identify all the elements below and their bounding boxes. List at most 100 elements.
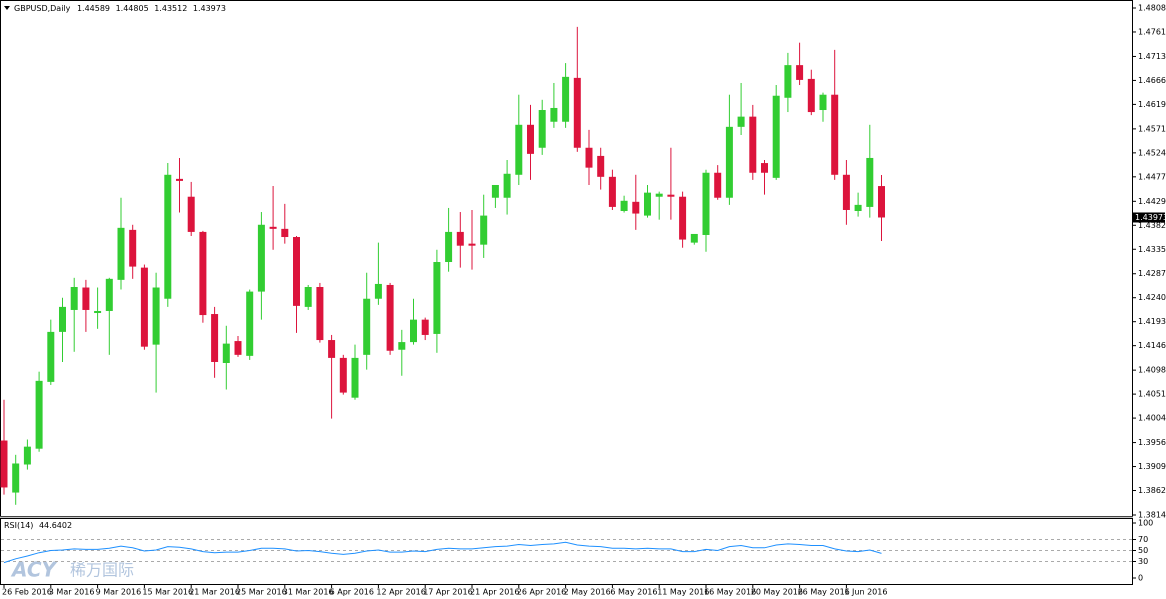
y-tick-label: 1.45240: [1138, 148, 1166, 157]
candle-body: [702, 172, 710, 235]
candle-body: [23, 446, 31, 465]
x-tick-label: 25 Mar 2016: [236, 588, 287, 597]
candle-body: [246, 291, 254, 356]
y-tick-label: 1.40510: [1138, 390, 1166, 399]
y-tick-label: 1.43350: [1138, 245, 1166, 254]
x-tick-label: 26 Feb 2016: [2, 588, 52, 597]
candle-body: [94, 310, 102, 314]
candle-body: [328, 340, 336, 358]
candle-body: [456, 231, 464, 246]
price-tag: [1133, 212, 1165, 223]
x-tick-label: 3 Mar 2016: [49, 588, 95, 597]
candle-body: [480, 215, 488, 245]
x-tick-label: 26 May 2016: [798, 588, 850, 597]
candle-body: [819, 94, 827, 111]
candle-body: [550, 107, 558, 122]
x-tick-label: 16 May 2016: [704, 588, 756, 597]
candle-body: [82, 287, 90, 310]
candle-body: [374, 283, 382, 299]
y-tick-label: 1.43820: [1138, 221, 1166, 230]
symbol: GBPUSD,Daily: [14, 4, 71, 13]
menu-icon[interactable]: [4, 6, 10, 10]
candle-body: [339, 357, 347, 393]
open: 1.44589: [77, 4, 110, 13]
x-tick-label: 21 Apr 2016: [470, 588, 519, 597]
y-tick-label: 1.46660: [1138, 76, 1166, 85]
candle-body: [679, 196, 687, 240]
candle-body: [316, 287, 324, 341]
y-tick-label: 1.46190: [1138, 100, 1166, 109]
candle-body: [725, 126, 733, 198]
candle-body: [737, 116, 745, 127]
candle-body: [690, 233, 698, 243]
x-tick-label: 2 May 2016: [564, 588, 611, 597]
candle-body: [105, 278, 113, 311]
y-tick-label: 1.40040: [1138, 414, 1166, 423]
y-tick-label: 50: [1138, 546, 1148, 555]
y-tick-label: 1.42870: [1138, 269, 1166, 278]
x-tick-label: 6 Apr 2016: [330, 588, 374, 597]
candle-body: [140, 267, 148, 347]
candle-body: [749, 116, 757, 173]
price-tag-label: 1.43973: [1135, 213, 1166, 222]
candle-body: [199, 231, 207, 316]
y-tick-label: 1.39090: [1138, 462, 1166, 471]
candle-body: [70, 287, 78, 310]
watermark-cn: 稀万国际: [70, 561, 134, 580]
y-tick-label: 1.47610: [1138, 27, 1166, 36]
x-tick-label: 6 May 2016: [610, 588, 657, 597]
candle-body: [807, 78, 815, 113]
candle-body: [47, 331, 55, 382]
x-tick-label: 31 Mar 2016: [283, 588, 334, 597]
candle-body: [363, 298, 371, 355]
candle-body: [620, 200, 628, 212]
candle-body: [784, 65, 792, 98]
x-tick-label: 26 Apr 2016: [517, 588, 566, 597]
candle-body: [0, 440, 8, 488]
candle-body: [527, 124, 534, 154]
candle-body: [445, 231, 453, 263]
y-tick-label: 70: [1138, 535, 1148, 544]
candle-body: [644, 192, 651, 216]
high: 1.44805: [116, 4, 149, 13]
candle-body: [468, 243, 476, 246]
candle-body: [761, 163, 768, 173]
rsi-frame: [0, 518, 1133, 585]
candle-body: [831, 94, 839, 175]
y-tick-label: 30: [1138, 557, 1148, 566]
candle-body: [667, 194, 675, 197]
rsi-line: [3, 541, 882, 564]
x-tick-label: 11 May 2016: [657, 588, 709, 597]
candle-body: [491, 184, 499, 198]
candle-body: [117, 227, 125, 280]
candle-body: [410, 319, 417, 343]
candle-body: [632, 201, 640, 214]
y-tick-label: 1.44770: [1138, 172, 1166, 181]
y-tick-label: 1.41930: [1138, 317, 1166, 326]
y-tick-label: 1.41460: [1138, 341, 1166, 350]
low: 1.43512: [154, 4, 187, 13]
y-tick-label: 100: [1138, 519, 1153, 528]
candle-body: [293, 237, 300, 306]
x-tick-label: 20 May 2016: [751, 588, 803, 597]
candle-body: [597, 155, 605, 177]
y-tick-label: 1.47130: [1138, 52, 1166, 61]
candle-body: [152, 287, 160, 345]
candle-body: [12, 463, 20, 493]
candle-body: [772, 95, 780, 178]
y-tick-label: 0: [1138, 574, 1143, 583]
candle-body: [351, 357, 359, 398]
candle-body: [433, 262, 441, 334]
y-tick-label: 1.42400: [1138, 293, 1166, 302]
candle-body: [538, 110, 546, 148]
x-tick-label: 17 Apr 2016: [423, 588, 472, 597]
y-tick-label: 1.44290: [1138, 197, 1166, 206]
candle-body: [269, 226, 277, 229]
x-tick-label: 12 Apr 2016: [376, 588, 425, 597]
candle-body: [398, 342, 406, 350]
candle-body: [842, 174, 850, 210]
candle-body: [503, 173, 511, 198]
candle-body: [176, 178, 183, 181]
x-tick-label: 9 Mar 2016: [96, 588, 142, 597]
candle-body: [878, 186, 885, 218]
